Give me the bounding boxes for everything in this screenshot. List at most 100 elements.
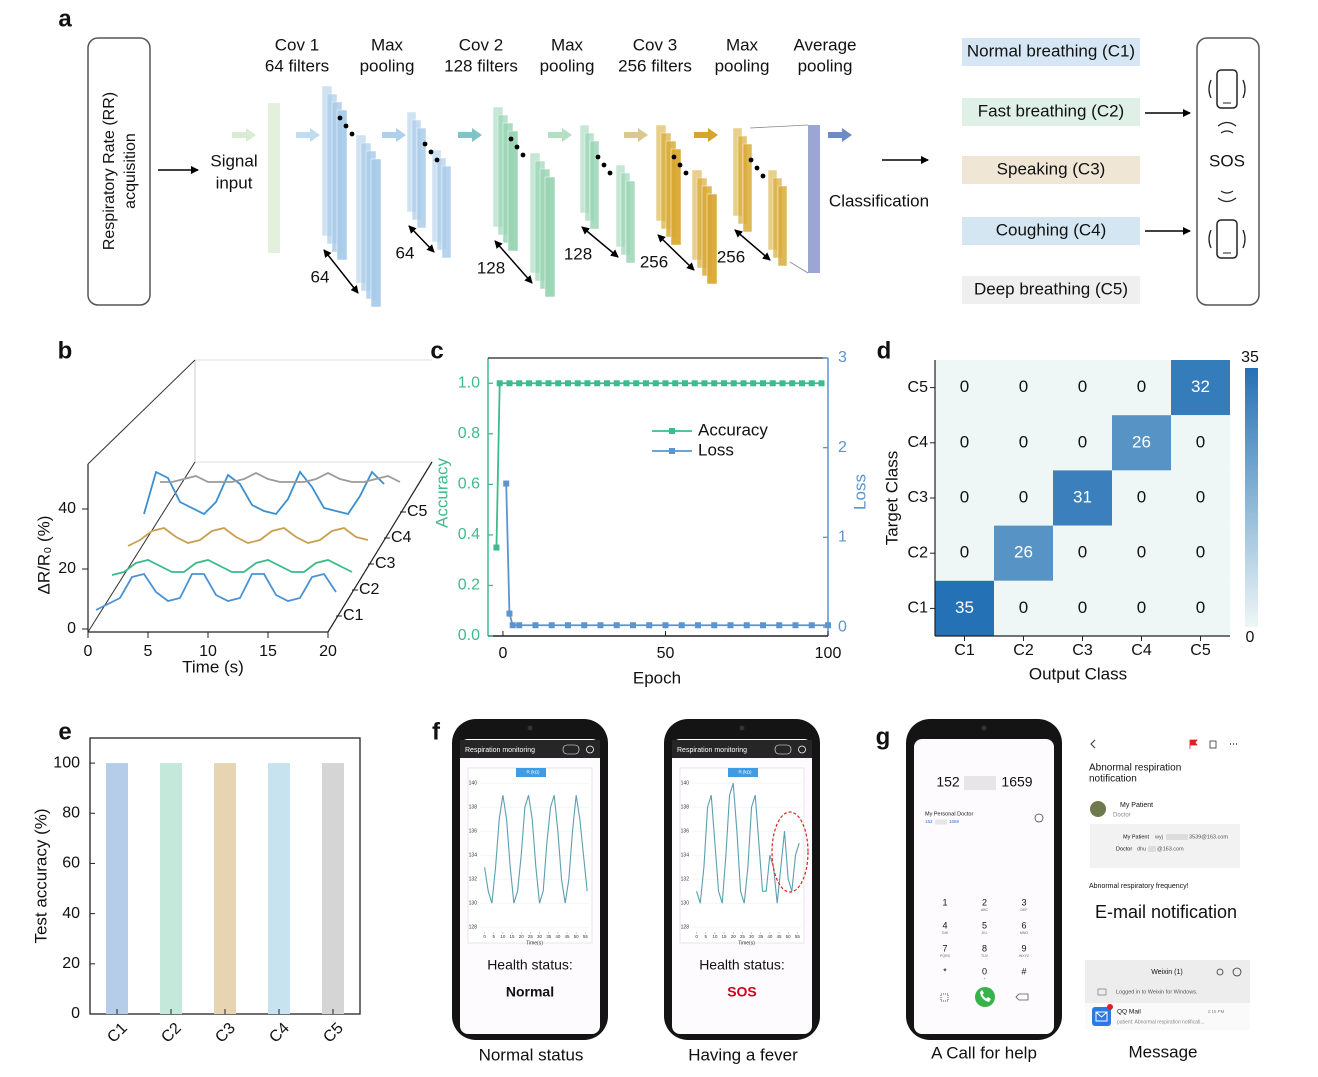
y-tick-label: 1.0 xyxy=(458,374,480,391)
key-letters: JKL xyxy=(981,931,987,935)
marker xyxy=(584,380,591,387)
panel-label: c xyxy=(430,337,443,364)
marker xyxy=(662,622,669,629)
flow-arrow xyxy=(296,128,320,142)
y-tick-label: 100 xyxy=(53,754,80,771)
cell-value: 0 xyxy=(1019,377,1028,396)
marker xyxy=(597,622,604,629)
y-tick-label: 132 xyxy=(681,877,690,883)
y-axis-label: ΔR/R₀ (%) xyxy=(34,516,53,595)
layer-title: Cov 2 xyxy=(459,35,503,54)
layer-title: Max xyxy=(371,35,404,54)
arrow xyxy=(408,225,435,253)
series-label: C4 xyxy=(391,529,412,546)
x-tick-label: C1 xyxy=(954,642,975,659)
colorbar-label: 0 xyxy=(1246,629,1255,646)
key-letters: MNO xyxy=(1020,931,1028,935)
y-tick-label: 130 xyxy=(681,901,690,907)
bar xyxy=(106,763,128,1014)
y-tick-label: C4 xyxy=(908,434,929,451)
email-address: dhu xyxy=(1137,846,1146,852)
header-menu xyxy=(774,744,792,755)
marker xyxy=(581,622,588,629)
heatmap-cell xyxy=(935,360,994,416)
x-tick-label: 25 xyxy=(740,934,746,939)
info-icon xyxy=(1034,813,1044,823)
legend-box xyxy=(728,768,758,777)
x-tick-label: 55 xyxy=(795,934,801,939)
cell-value: 0 xyxy=(1078,377,1087,396)
masked-text xyxy=(964,776,996,790)
flow-arrow xyxy=(458,128,482,142)
legend-label: R (kΩ) xyxy=(526,770,540,775)
heatmap-cell xyxy=(935,415,994,471)
heatmap-cell xyxy=(1112,580,1171,636)
layer-title: pooling xyxy=(715,56,770,75)
y-axis-label: Accuracy xyxy=(432,458,451,528)
y-tick-label: 0 xyxy=(67,620,76,637)
marker xyxy=(564,622,571,629)
cell-value: 26 xyxy=(1132,432,1151,451)
x-tick-label: 15 xyxy=(722,934,728,939)
feature-map xyxy=(370,158,382,308)
cell-value: 0 xyxy=(1137,487,1146,506)
x-axis-label: Time(s) xyxy=(526,940,543,946)
x-tick-label: 0 xyxy=(695,934,698,939)
caption: Normal status xyxy=(479,1045,584,1064)
size-label: 256 xyxy=(640,252,668,271)
layer-title: Average xyxy=(793,35,856,54)
flow-arrow xyxy=(828,128,852,142)
ellipsis-dot xyxy=(754,165,760,171)
call-button xyxy=(975,987,995,1007)
bar xyxy=(214,763,236,1014)
feature-map xyxy=(544,176,556,298)
marker xyxy=(825,622,831,629)
keypad-icon xyxy=(940,993,949,1002)
y2-tick-label: 0 xyxy=(838,618,847,635)
key-digit: # xyxy=(1021,966,1026,976)
panel-label: a xyxy=(58,5,72,32)
ellipsis-dot xyxy=(601,162,607,168)
y-axis-label: Test accuracy (%) xyxy=(31,808,50,943)
heatmap-cell xyxy=(994,360,1053,416)
back-icon xyxy=(1090,739,1096,749)
layer-title: pooling xyxy=(540,56,595,75)
arrow xyxy=(734,229,771,261)
size-label: 64 xyxy=(311,267,330,286)
x-tick-label: C2 xyxy=(1013,642,1034,659)
message-time: 2:16 PM xyxy=(1208,1009,1225,1014)
layer-title: Max xyxy=(726,35,759,54)
cell-value: 0 xyxy=(1137,598,1146,617)
x-tick-label: 0 xyxy=(498,645,507,662)
axis-line xyxy=(327,461,433,633)
key-digit: 4 xyxy=(942,920,947,930)
heatmap-cell xyxy=(1171,360,1230,416)
marker xyxy=(808,622,815,629)
y-tick-label: C1 xyxy=(908,600,929,617)
ellipsis-dot xyxy=(520,152,526,158)
marker xyxy=(691,380,698,387)
pc-icon xyxy=(1097,988,1107,996)
x-tick-label: C2 xyxy=(158,1020,185,1047)
series-label: C3 xyxy=(375,555,396,572)
x-tick-label: C1 xyxy=(104,1020,131,1047)
flag-icon xyxy=(1189,739,1198,749)
layer-title: 64 filters xyxy=(265,56,329,75)
x-tick-label: 45 xyxy=(565,934,571,939)
panel-label: f xyxy=(432,718,441,745)
series-line xyxy=(143,470,385,516)
y-tick-label: 40 xyxy=(58,500,76,517)
x-axis-label: Epoch xyxy=(633,668,681,687)
status-label: Health status: xyxy=(699,957,785,973)
marker xyxy=(792,622,799,629)
cell-value: 0 xyxy=(1078,543,1087,562)
key-digit: 8 xyxy=(982,943,987,953)
status-value: Normal xyxy=(506,984,554,1000)
signal-wave xyxy=(1208,79,1246,99)
message-notice: Logged in to Weixin for Windows. xyxy=(1116,989,1198,995)
key-letters: ABC xyxy=(981,908,989,912)
bar xyxy=(268,763,290,1014)
layer-title: Max xyxy=(551,35,584,54)
flow-arrow xyxy=(382,128,406,142)
email-body: Abnormal respiratory frequency! xyxy=(1089,883,1189,890)
